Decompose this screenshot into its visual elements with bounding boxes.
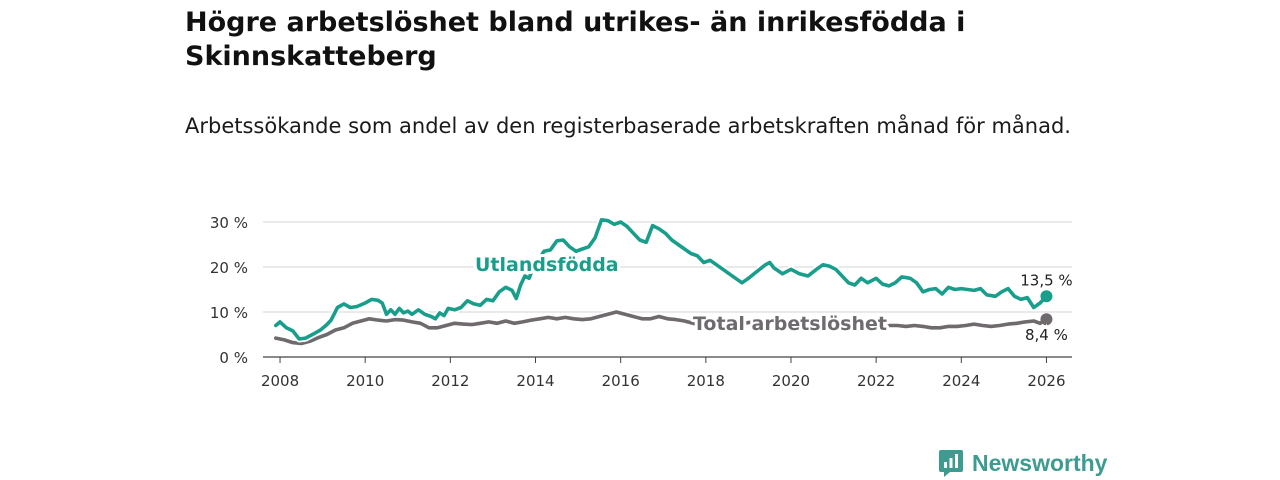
- x-tick-label: 2024: [942, 372, 980, 390]
- y-tick-label: 0 %: [219, 349, 248, 367]
- label-layer: Utlandsfödda Total arbetslöshet 13,5 % 8,4 …: [472, 251, 1075, 346]
- x-tick-label: 2008: [261, 372, 299, 390]
- total-end-marker: [1040, 313, 1053, 326]
- foreign-born-end-marker: [1040, 290, 1053, 303]
- axis-layer: 0 % 10 % 20 % 30 % 2008 2010 2012 2014 2016 2018 2…: [210, 214, 1072, 390]
- chart-subtitle: Arbetssökande som andel av den registerb…: [185, 114, 1071, 138]
- total-end-value: 8,4 %: [1025, 326, 1068, 344]
- y-tick-label: 20 %: [210, 259, 248, 277]
- foreign-born-series-label: Utlandsfödda: [475, 254, 619, 276]
- newsworthy-logo-icon: [939, 450, 963, 477]
- x-tick-label: 2026: [1027, 372, 1065, 390]
- x-tick-label: 2020: [772, 372, 810, 390]
- total-series-line: [274, 310, 1049, 346]
- newsworthy-logo-text: Newsworthy: [972, 449, 1108, 476]
- newsworthy-logo: Newsworthy: [938, 448, 1107, 478]
- total-series-label: Total arbetslöshet: [693, 313, 887, 335]
- x-tick-label: 2016: [602, 372, 640, 390]
- foreign-born-end-value: 13,5 %: [1020, 271, 1072, 289]
- y-tick-label: 30 %: [210, 214, 248, 232]
- x-tick-label: 2022: [857, 372, 895, 390]
- chart-title: Högre arbetslöshet bland utrikes- än inr…: [185, 7, 966, 72]
- y-tick-label: 10 %: [210, 304, 248, 322]
- x-tick-label: 2012: [431, 372, 469, 390]
- x-tick-label: 2014: [516, 372, 554, 390]
- series-layer: [272, 216, 1050, 347]
- x-tick-label: 2018: [687, 372, 725, 390]
- x-tick-label: 2010: [346, 372, 384, 390]
- foreign-born-series-line: [274, 218, 1049, 341]
